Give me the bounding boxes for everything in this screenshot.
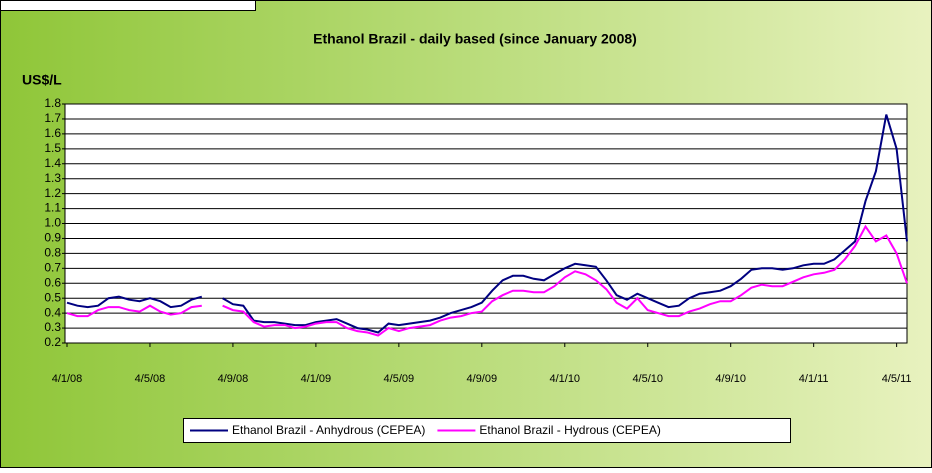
chart-title: Ethanol Brazil - daily based (since Janu… bbox=[313, 31, 637, 47]
x-tick-label: 4/9/08 bbox=[218, 373, 249, 385]
x-tick-label: 4/5/10 bbox=[632, 373, 663, 385]
data-line bbox=[66, 224, 908, 337]
y-tick-label: 0.5 bbox=[44, 290, 61, 304]
x-tick-label: 4/9/10 bbox=[715, 373, 746, 385]
y-tick-label: 0.9 bbox=[44, 231, 61, 245]
legend bbox=[183, 418, 791, 443]
x-tick-label: 4/9/09 bbox=[467, 373, 498, 385]
y-tick-label: 0.6 bbox=[44, 275, 61, 289]
y-tick-label: 0.8 bbox=[44, 246, 61, 260]
x-tick-label: 4/1/09 bbox=[301, 373, 332, 385]
y-tick-label: 1.4 bbox=[44, 156, 61, 170]
x-tick-label: 4/5/08 bbox=[135, 373, 166, 385]
y-tick-label: 1.2 bbox=[44, 186, 61, 200]
y-tick-label: 1.6 bbox=[44, 126, 61, 140]
y-tick-label: 1.3 bbox=[44, 171, 61, 185]
x-tick-label: 4/5/11 bbox=[882, 373, 912, 385]
y-tick-label: 1.8 bbox=[44, 96, 61, 110]
y-axis-label: US$/L bbox=[22, 72, 62, 88]
y-tick-label: 0.2 bbox=[44, 335, 61, 349]
y-tick-label: 1.7 bbox=[44, 111, 61, 125]
y-tick-label: 0.3 bbox=[44, 320, 61, 334]
y-tick-label: 0.4 bbox=[44, 305, 61, 319]
cell-box bbox=[0, 0, 256, 11]
y-tick-label: 1.1 bbox=[44, 201, 61, 215]
legend-label: Ethanol Brazil - Hydrous (CEPEA) bbox=[479, 423, 660, 437]
legend-label: Ethanol Brazil - Anhydrous (CEPEA) bbox=[232, 423, 425, 437]
x-tick-label: 4/5/09 bbox=[384, 373, 415, 385]
data-line bbox=[66, 114, 908, 334]
x-tick-label: 4/1/08 bbox=[52, 373, 83, 385]
y-tick-label: 1.0 bbox=[44, 216, 61, 230]
x-tick-label: 4/1/10 bbox=[549, 373, 580, 385]
y-tick-label: 1.5 bbox=[44, 141, 61, 155]
y-tick-label: 0.7 bbox=[44, 260, 61, 274]
x-tick-label: 4/1/11 bbox=[799, 373, 829, 385]
